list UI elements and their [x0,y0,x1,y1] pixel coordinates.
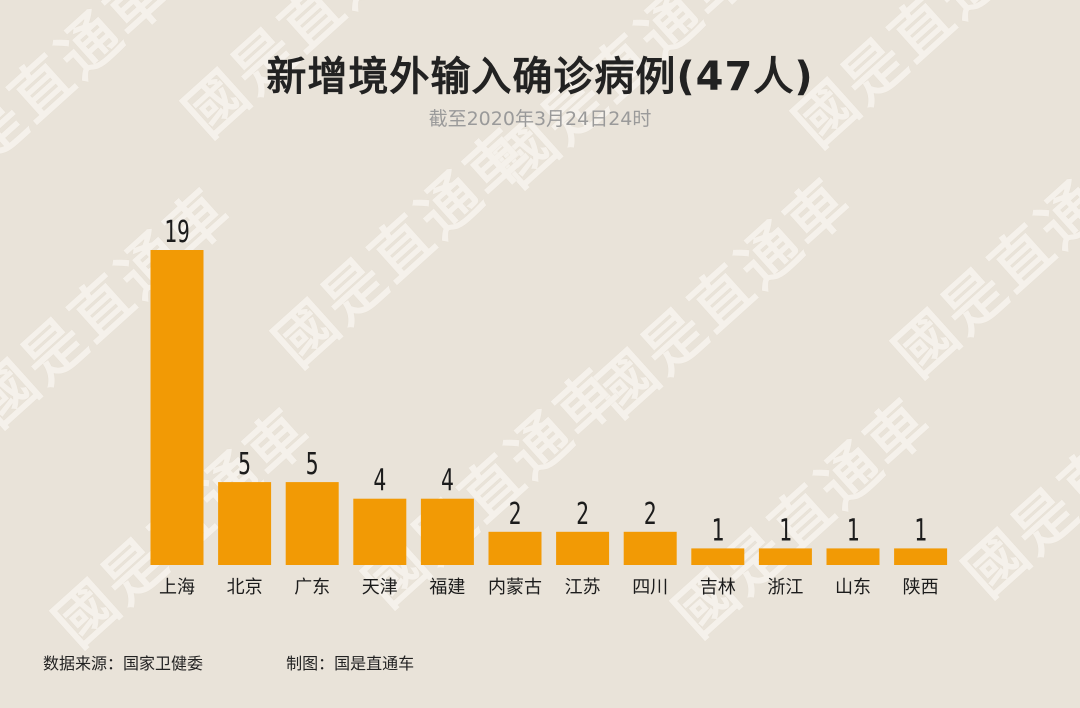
bar-四川 [623,531,677,565]
footer: 数据来源：国家卫健委 制图：国是直通车 [43,650,414,674]
category-label-吉林: 吉林 [700,577,736,598]
value-label-内蒙古: 2 [509,497,522,532]
value-label-北京: 5 [238,448,251,483]
bar-北京 [218,482,272,565]
category-label-广东: 广东 [294,577,330,598]
value-label-吉林: 1 [711,514,724,549]
bar-山东 [826,548,880,565]
value-label-福建: 4 [441,464,454,499]
category-label-浙江: 浙江 [767,577,803,598]
category-labels-group: 上海 北京 广东 天津 福建 内蒙古 江苏 四川 吉林 浙江 山东 陕西 [159,577,939,598]
bar-天津 [353,498,407,565]
value-label-天津: 4 [373,464,386,499]
chart-subtitle: 截至2020年3月24日24时 [428,108,652,130]
value-label-浙江: 1 [779,514,792,549]
bar-广东 [285,482,339,565]
bar-吉林 [691,548,745,565]
category-label-北京: 北京 [227,577,263,598]
bar-江苏 [556,531,610,565]
chart-credit: 制图：国是直通车 [286,654,415,673]
bar-上海 [150,250,204,565]
bar-福建 [420,498,474,565]
bars-group [150,250,948,565]
bar-内蒙古 [488,531,542,565]
value-label-陕西: 1 [914,514,927,549]
chart-title: 新增境外输入确诊病例(47人) [266,54,814,100]
value-label-江苏: 2 [576,497,589,532]
category-label-内蒙古: 内蒙古 [488,577,542,598]
category-label-上海: 上海 [159,577,195,598]
category-label-山东: 山东 [835,577,871,598]
bar-浙江 [758,548,812,565]
data-source-note: 数据来源：国家卫健委 [43,654,204,673]
value-label-四川: 2 [644,497,657,532]
value-label-山东: 1 [847,514,860,549]
category-label-陕西: 陕西 [903,577,939,598]
value-labels-group: 19 5 5 4 4 2 2 2 1 1 1 1 [164,215,927,548]
value-label-广东: 5 [306,448,319,483]
value-label-上海: 19 [164,215,190,250]
category-label-天津: 天津 [362,577,398,598]
category-label-四川: 四川 [632,577,668,598]
category-label-福建: 福建 [429,577,465,598]
category-label-江苏: 江苏 [565,577,601,598]
bar-陕西 [894,548,948,565]
